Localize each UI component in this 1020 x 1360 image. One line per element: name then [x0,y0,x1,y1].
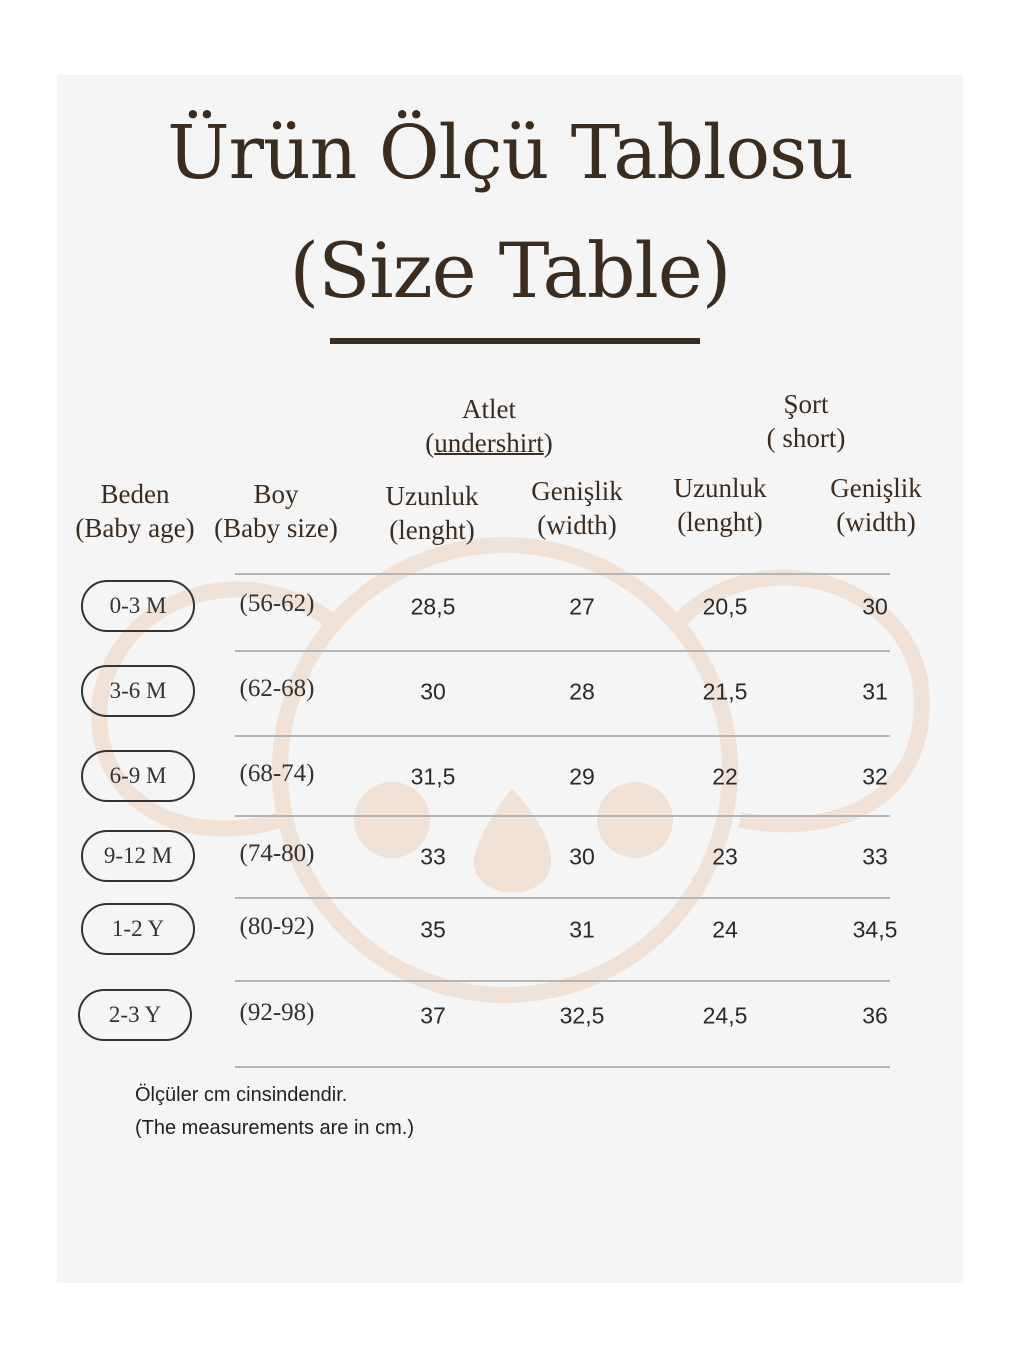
page-title: Ürün Ölçü Tablosu [167,110,854,196]
col-en: (Baby age) [75,513,195,543]
atlet-wid-cell: 32,5 [559,1002,605,1029]
row-divider [235,735,890,737]
group-sublabel-text: undershirt [434,428,544,458]
sort-len-cell: 22 [712,763,738,790]
age-badge: 6-9 M [81,750,195,802]
col-tr: Genişlik [830,473,922,503]
column-header-atlet-length: Uzunluk (lenght) [386,479,479,547]
size-cell: (62-68) [239,675,315,702]
row-divider [235,1066,890,1068]
atlet-wid-cell: 28 [569,678,595,705]
koala-head [272,537,738,1003]
age-badge: 1-2 Y [81,903,195,955]
koala-nose [473,788,552,893]
group-sublabel: ( short) [766,423,846,453]
atlet-wid-cell: 30 [569,843,595,870]
col-en: (Baby size) [214,513,338,543]
col-tr: Genişlik [531,476,623,506]
koala-right-ear [674,569,930,833]
sort-wid-cell: 31 [862,678,888,705]
row-divider [235,573,890,575]
group-header-atlet: Atlet (undershirt) [425,392,552,460]
size-cell: (56-62) [239,590,315,617]
age-badge: 9-12 M [81,830,195,882]
sort-wid-cell: 30 [862,593,888,620]
atlet-len-cell: 33 [420,843,446,870]
koala-right-eye [597,782,673,858]
group-sublabel: (undershirt) [425,426,552,460]
atlet-wid-cell: 27 [569,593,595,620]
paren-open: ( [425,428,435,458]
atlet-len-cell: 31,5 [410,763,456,790]
atlet-wid-cell: 31 [569,916,595,943]
col-tr: Beden [100,479,170,509]
group-header-sort: Şort ( short) [767,387,846,455]
atlet-wid-cell: 29 [569,763,595,790]
row-divider [235,980,890,982]
size-cell: (92-98) [239,999,315,1026]
col-en: (lenght) [677,507,763,537]
col-en: (width) [836,507,916,537]
column-header-beden: Beden (Baby age) [75,477,194,545]
row-divider [235,650,890,652]
col-en: (lenght) [389,515,475,545]
row-divider [235,815,890,817]
size-cell: (68-74) [239,760,315,787]
column-header-atlet-width: Genişlik (width) [531,474,623,542]
sort-wid-cell: 32 [862,763,888,790]
size-cell: (80-92) [239,913,315,940]
note-tr: Ölçüler cm cinsindendir. [135,1084,348,1106]
sort-wid-cell: 33 [862,843,888,870]
group-label: Atlet [461,394,516,424]
note-en: (The measurements are in cm.) [135,1117,414,1139]
column-header-boy: Boy (Baby size) [214,477,338,545]
atlet-len-cell: 35 [420,916,446,943]
atlet-len-cell: 37 [420,1002,446,1029]
size-cell: (74-80) [239,840,315,867]
row-divider [235,897,890,899]
sort-len-cell: 24,5 [702,1002,748,1029]
age-badge: 2-3 Y [78,989,192,1041]
age-badge: 3-6 M [81,665,195,717]
atlet-len-cell: 28,5 [410,593,456,620]
sort-wid-cell: 36 [862,1002,888,1029]
column-header-sort-length: Uzunluk (lenght) [674,471,767,539]
column-header-sort-width: Genişlik (width) [830,471,922,539]
sort-wid-cell: 34,5 [852,916,898,943]
col-tr: Uzunluk [385,481,479,511]
atlet-len-cell: 30 [420,678,446,705]
age-badge: 0-3 M [81,580,195,632]
group-label: Şort [783,389,829,419]
sort-len-cell: 20,5 [702,593,748,620]
size-chart-panel [57,75,963,1283]
sort-len-cell: 21,5 [702,678,748,705]
col-tr: Uzunluk [673,473,767,503]
paren-close: ) [543,428,553,458]
sort-len-cell: 24 [712,916,738,943]
page-subtitle: (Size Table) [289,226,732,315]
koala-left-eye [354,782,430,858]
title-underline [330,338,700,344]
sort-len-cell: 23 [712,843,738,870]
col-tr: Boy [253,479,299,509]
col-en: (width) [537,510,617,540]
